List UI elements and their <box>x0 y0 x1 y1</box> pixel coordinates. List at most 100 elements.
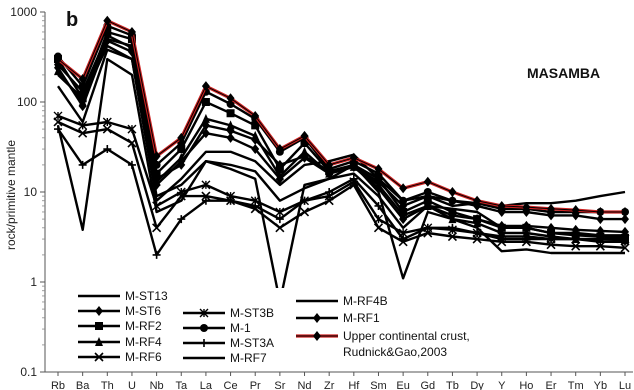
x-tick-label: Nd <box>297 380 311 390</box>
region-label: MASAMBA <box>527 65 600 81</box>
legend-item: M-1 <box>183 321 251 335</box>
series-upper-continental-crust-rudnick-gao-2003 <box>54 15 629 217</box>
data-point <box>313 331 321 341</box>
x-tick-label: Zr <box>324 380 335 390</box>
data-point <box>78 101 87 112</box>
data-point <box>152 179 161 190</box>
data-point <box>300 139 309 148</box>
data-point <box>152 223 162 233</box>
data-point <box>522 202 531 213</box>
data-point <box>423 176 432 187</box>
data-point <box>299 207 310 217</box>
data-point <box>448 223 457 232</box>
data-point <box>94 352 104 362</box>
x-tick-label: Nb <box>150 380 164 390</box>
data-point <box>620 243 630 253</box>
data-point <box>200 324 208 332</box>
data-point <box>201 98 210 106</box>
data-point <box>78 128 88 138</box>
data-point <box>251 201 260 210</box>
data-point <box>373 214 383 224</box>
data-point <box>621 226 629 237</box>
data-point <box>201 113 210 123</box>
series-layer <box>53 15 630 304</box>
data-point <box>200 339 208 347</box>
legend-label: M-1 <box>230 321 251 335</box>
legend-label: M-ST6 <box>125 304 161 318</box>
data-point <box>177 215 186 224</box>
data-point <box>399 183 408 194</box>
data-point <box>201 128 210 139</box>
series-line <box>56 30 626 239</box>
data-point <box>201 81 210 92</box>
data-point <box>374 164 383 175</box>
data-point <box>571 224 580 235</box>
data-point <box>127 124 137 134</box>
series-line <box>57 48 626 208</box>
data-point <box>53 111 63 121</box>
legend-item: M-ST3A <box>183 336 274 350</box>
legend-label: M-RF2 <box>125 319 162 333</box>
series-m-st3a <box>54 125 629 259</box>
x-tick-label: Ta <box>175 380 188 390</box>
x-tick-label: Ba <box>76 380 90 390</box>
data-point <box>522 235 531 244</box>
data-point <box>78 74 87 85</box>
data-point <box>596 225 605 236</box>
data-point <box>54 62 62 73</box>
x-tick-label: Er <box>546 380 557 390</box>
x-tick-label: Ce <box>224 380 238 390</box>
data-point <box>447 231 458 242</box>
legend-item: M-RF2 <box>78 319 162 333</box>
legend-label: M-ST13 <box>125 289 168 303</box>
data-point <box>596 206 605 217</box>
data-point <box>103 35 112 46</box>
data-point <box>95 322 103 330</box>
data-point <box>497 235 506 244</box>
legend-label: M-RF7 <box>230 351 267 365</box>
x-tick-label: Pr <box>250 380 261 390</box>
x-tick-label: Eu <box>396 380 409 390</box>
data-point <box>571 235 580 244</box>
data-point <box>177 145 186 154</box>
x-tick-label: Tm <box>568 380 584 390</box>
data-point <box>423 196 432 205</box>
x-tick-label: U <box>128 380 136 390</box>
y-tick-label: 0.1 <box>20 365 37 379</box>
data-point <box>325 188 334 196</box>
data-point <box>226 196 235 205</box>
data-point <box>251 121 260 130</box>
data-point <box>497 220 506 231</box>
data-point <box>95 337 103 346</box>
y-tick-label: 10 <box>24 185 38 199</box>
data-point <box>177 132 186 143</box>
series-line <box>56 39 626 234</box>
data-point <box>201 191 211 201</box>
data-point <box>275 165 284 174</box>
panel-label: b <box>66 9 78 31</box>
x-tick-label: Th <box>101 380 114 390</box>
legend-item: M-RF4 <box>78 335 162 349</box>
data-point <box>199 308 209 318</box>
data-point <box>571 241 581 251</box>
series-line <box>57 128 625 257</box>
data-point <box>226 120 235 130</box>
data-point <box>448 196 457 205</box>
data-point <box>127 160 136 169</box>
data-point <box>300 130 309 141</box>
legend-background <box>70 288 350 360</box>
data-point <box>152 250 161 259</box>
data-point <box>547 235 556 244</box>
data-point <box>423 200 432 211</box>
x-tick-label: Ho <box>519 380 533 390</box>
data-point <box>152 151 161 162</box>
legend-label: Rudnick&Gao,2003 <box>343 345 447 359</box>
data-point <box>102 117 112 127</box>
data-point <box>595 241 605 251</box>
data-point <box>226 100 235 109</box>
data-point <box>226 132 235 143</box>
data-point <box>226 93 235 104</box>
data-point <box>473 229 482 238</box>
data-point <box>621 237 629 246</box>
